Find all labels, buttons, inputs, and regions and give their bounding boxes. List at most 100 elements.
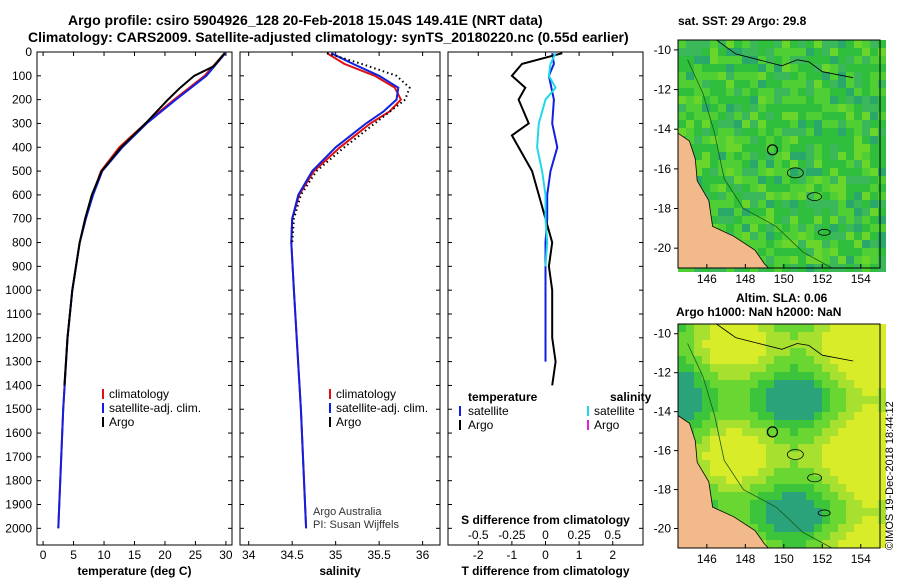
map-cell — [686, 340, 694, 348]
map-cell — [726, 56, 734, 64]
map-cell — [854, 80, 862, 88]
map-cell — [702, 184, 710, 192]
map-cell — [870, 152, 878, 160]
reef-outline — [786, 449, 804, 460]
map-cell — [870, 168, 878, 176]
map-cell — [766, 380, 774, 388]
shelf-contour — [687, 59, 833, 269]
map-cell — [822, 104, 830, 112]
map-cell — [678, 80, 686, 88]
map-cell — [814, 40, 822, 48]
legend-label: climatology — [336, 387, 396, 401]
map-cell — [726, 224, 734, 232]
y-tick-label: 1600 — [5, 426, 32, 440]
map-cell — [838, 500, 846, 508]
map-cell — [726, 216, 734, 224]
map-cell — [806, 112, 814, 120]
map-cell — [734, 40, 742, 48]
sla-map-frame — [677, 323, 881, 549]
map-cell — [838, 540, 846, 548]
map-cell — [702, 176, 710, 184]
map-cell — [830, 200, 838, 208]
map-cell — [878, 40, 886, 48]
map-cell — [870, 340, 878, 348]
map-cell — [862, 48, 870, 56]
map-cell — [806, 120, 814, 128]
map-cell — [830, 40, 838, 48]
map-cell — [830, 160, 838, 168]
map-cell — [726, 88, 734, 96]
map-cell — [798, 428, 806, 436]
y-tick-label: 700 — [12, 212, 32, 226]
map-cell — [822, 192, 830, 200]
map-cell — [838, 192, 846, 200]
map-cell — [806, 200, 814, 208]
map-cell — [774, 152, 782, 160]
map-cell — [774, 468, 782, 476]
map-cell — [822, 96, 830, 104]
salinity-profile-frame — [239, 51, 441, 546]
map-cell — [878, 240, 886, 248]
map-cell — [750, 500, 758, 508]
map-cell — [774, 200, 782, 208]
lon-tick-label: 148 — [735, 552, 755, 566]
map-cell — [774, 340, 782, 348]
map-cell — [838, 56, 846, 64]
map-cell — [782, 516, 790, 524]
map-cell — [838, 64, 846, 72]
map-cell — [838, 508, 846, 516]
map-cell — [750, 372, 758, 380]
map-cell — [774, 532, 782, 540]
map-cell — [878, 388, 886, 396]
map-cell — [742, 152, 750, 160]
map-cell — [814, 452, 822, 460]
legend-label: Argo — [336, 415, 362, 429]
map-cell — [718, 104, 726, 112]
map-cell — [774, 388, 782, 396]
map-cell — [750, 460, 758, 468]
map-cell — [742, 484, 750, 492]
lat-tick-label: -10 — [654, 43, 672, 57]
map-cell — [798, 56, 806, 64]
map-cell — [750, 508, 758, 516]
map-cell — [854, 184, 862, 192]
map-cell — [790, 420, 798, 428]
map-cell — [766, 104, 774, 112]
map-cell — [718, 216, 726, 224]
map-cell — [750, 356, 758, 364]
map-cell — [878, 48, 886, 56]
map-cell — [846, 500, 854, 508]
map-cell — [862, 112, 870, 120]
map-cell — [782, 128, 790, 136]
map-cell — [830, 436, 838, 444]
map-cell — [838, 224, 846, 232]
map-cell — [734, 56, 742, 64]
map-cell — [758, 216, 766, 224]
map-cell — [718, 404, 726, 412]
map-cell — [750, 340, 758, 348]
map-cell — [790, 396, 798, 404]
map-cell — [854, 492, 862, 500]
map-cell — [790, 372, 798, 380]
map-cell — [782, 184, 790, 192]
map-cell — [750, 168, 758, 176]
map-cell — [854, 428, 862, 436]
map-cell — [830, 476, 838, 484]
map-cell — [742, 404, 750, 412]
map-cell — [806, 324, 814, 332]
map-cell — [854, 136, 862, 144]
map-cell — [878, 452, 886, 460]
map-cell — [774, 112, 782, 120]
map-cell — [782, 460, 790, 468]
map-cell — [862, 436, 870, 444]
map-cell — [790, 508, 798, 516]
map-cell — [814, 136, 822, 144]
map-cell — [878, 216, 886, 224]
map-cell — [862, 332, 870, 340]
map-cell — [774, 540, 782, 548]
map-cell — [814, 88, 822, 96]
series-line — [290, 52, 400, 529]
map-cell — [806, 168, 814, 176]
map-cell — [838, 184, 846, 192]
title-line-1: Argo profile: csiro 5904926_128 20-Feb-2… — [68, 12, 543, 28]
